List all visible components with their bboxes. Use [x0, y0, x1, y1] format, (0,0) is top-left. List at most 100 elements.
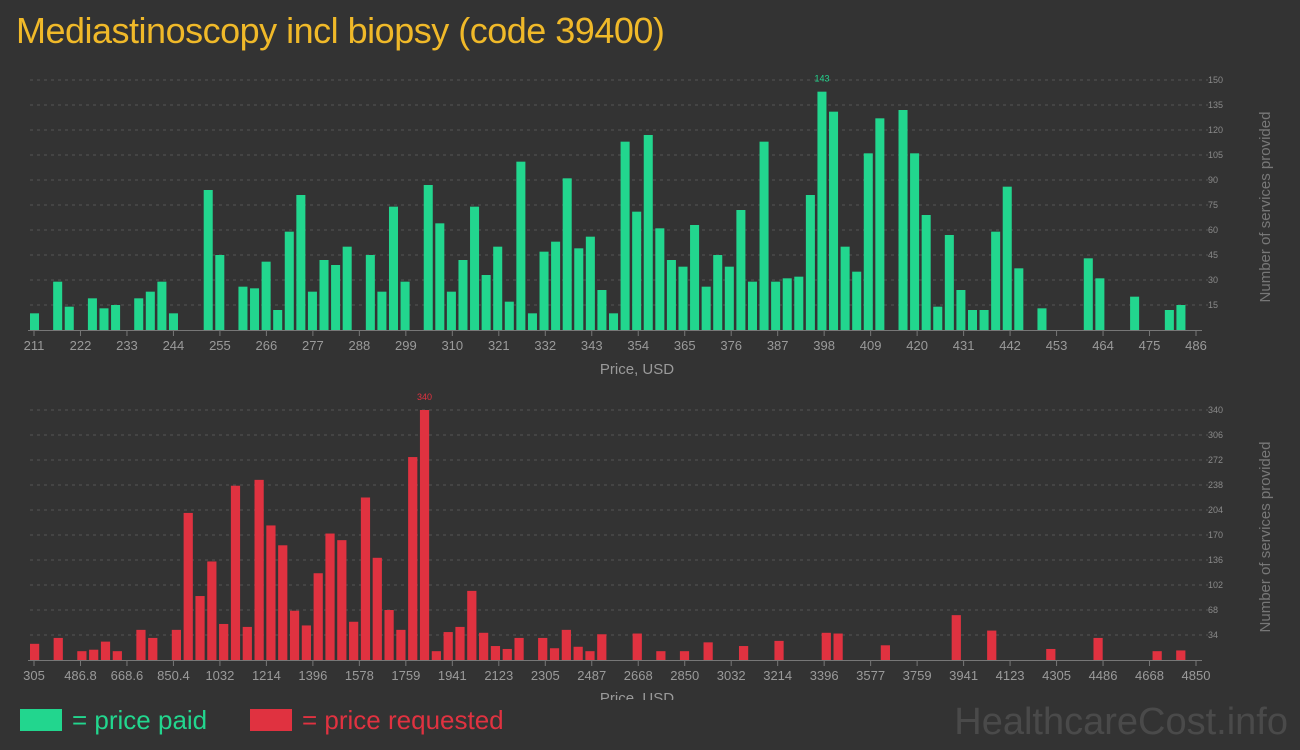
bar — [289, 610, 300, 660]
x-tick-label: 431 — [953, 338, 975, 353]
bar — [514, 637, 524, 660]
bar — [266, 525, 276, 660]
x-tick-label: 255 — [209, 338, 231, 353]
bar — [493, 246, 503, 330]
bar — [319, 260, 329, 330]
bar — [250, 288, 260, 330]
bar — [678, 266, 688, 330]
y-tick-label: 306 — [1208, 430, 1223, 440]
y-tick-label: 170 — [1208, 530, 1223, 540]
bar — [643, 135, 653, 330]
x-tick-label: 2123 — [484, 668, 513, 683]
x-tick-label: 442 — [999, 338, 1021, 353]
y-axis-title: Number of services provided — [1257, 112, 1274, 303]
bar — [921, 215, 931, 330]
bar — [53, 637, 63, 660]
bar — [384, 610, 394, 660]
y-tick-label: 30 — [1208, 275, 1218, 285]
bar — [112, 651, 122, 660]
bar — [573, 646, 583, 660]
max-value-label: 143 — [814, 74, 829, 84]
bar — [944, 235, 954, 330]
bar — [840, 246, 850, 330]
bar — [771, 281, 781, 330]
bar — [951, 615, 961, 660]
bar — [701, 286, 711, 330]
bar — [195, 596, 205, 660]
bar — [979, 310, 989, 330]
x-tick-label: 2668 — [624, 668, 653, 683]
bar — [703, 642, 713, 660]
bar — [87, 298, 97, 330]
bar — [273, 310, 283, 330]
y-tick-label: 105 — [1208, 150, 1223, 160]
x-tick-label: 409 — [860, 338, 882, 353]
x-tick-label: 4305 — [1042, 668, 1071, 683]
x-tick-label: 1941 — [438, 668, 467, 683]
bar — [377, 291, 387, 330]
x-tick-label: 244 — [163, 338, 185, 353]
bar — [458, 260, 468, 330]
bar — [956, 290, 966, 330]
bar — [408, 457, 418, 660]
bar — [632, 211, 642, 330]
bar — [774, 640, 784, 660]
x-tick-label: 310 — [441, 338, 463, 353]
x-axis-title: Price, USD — [600, 361, 674, 378]
max-value-label: 340 — [417, 392, 432, 402]
x-tick-label: 1578 — [345, 668, 374, 683]
y-tick-label: 150 — [1208, 75, 1223, 85]
bar — [1046, 648, 1056, 660]
x-tick-label: 453 — [1046, 338, 1068, 353]
bar — [747, 281, 757, 330]
bar — [111, 305, 121, 330]
y-tick-label: 34 — [1208, 630, 1218, 640]
y-tick-label: 340 — [1208, 405, 1223, 415]
bar — [538, 637, 548, 660]
bar — [301, 625, 311, 660]
bar — [435, 223, 445, 330]
x-tick-label: 4668 — [1135, 668, 1164, 683]
x-tick-label: 299 — [395, 338, 417, 353]
x-tick-label: 398 — [813, 338, 835, 353]
bar — [157, 281, 167, 330]
bar — [852, 271, 862, 330]
x-tick-label: 4486 — [1089, 668, 1118, 683]
bar — [481, 275, 491, 330]
bar — [910, 153, 920, 330]
bar — [898, 110, 908, 330]
bar — [504, 301, 514, 330]
bar — [446, 291, 456, 330]
bar — [134, 298, 144, 330]
x-tick-label: 3941 — [949, 668, 978, 683]
bar — [342, 246, 352, 330]
bar — [679, 651, 690, 660]
x-tick-label: 222 — [70, 338, 92, 353]
bar — [1083, 258, 1093, 330]
bar — [632, 633, 642, 660]
bar — [817, 91, 827, 331]
bar — [171, 629, 182, 660]
bar — [597, 634, 607, 660]
x-tick-label: 4850 — [1182, 668, 1211, 683]
bar — [53, 281, 63, 330]
bar — [261, 261, 271, 330]
bar — [713, 255, 723, 330]
bar — [388, 206, 399, 330]
x-tick-label: 850.4 — [157, 668, 190, 683]
x-tick-label: 2850 — [670, 668, 699, 683]
bar — [782, 278, 792, 330]
x-tick-label: 288 — [349, 338, 371, 353]
x-tick-label: 1214 — [252, 668, 281, 683]
x-tick-label: 365 — [674, 338, 696, 353]
x-tick-label: 343 — [581, 338, 603, 353]
x-tick-label: 354 — [627, 338, 649, 353]
legend-paid-label: = price paid — [72, 704, 208, 735]
bar — [1093, 637, 1103, 660]
x-tick-label: 486.8 — [64, 668, 97, 683]
x-tick-label: 305 — [23, 668, 45, 683]
x-tick-label: 3214 — [763, 668, 792, 683]
bar — [230, 485, 241, 660]
bar — [502, 648, 512, 660]
bar — [516, 161, 526, 330]
